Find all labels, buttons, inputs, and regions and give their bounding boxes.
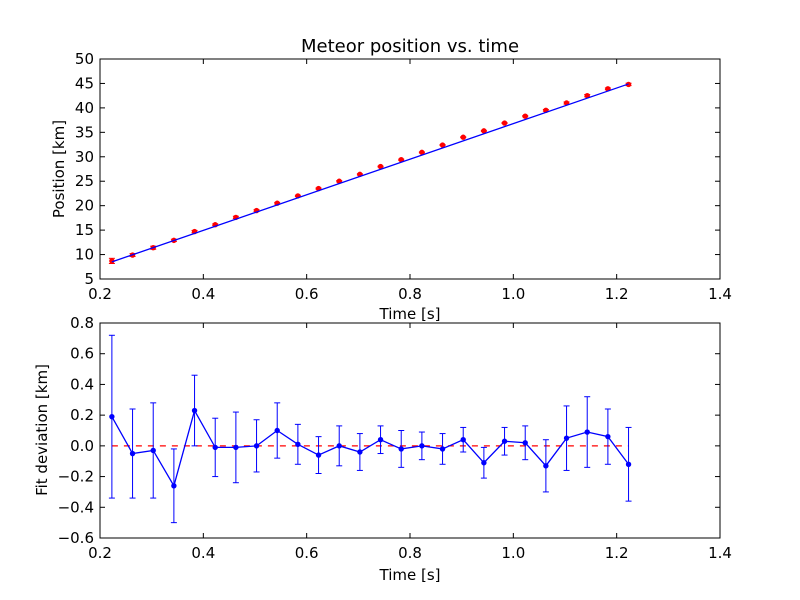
- y-tick-label: 25: [75, 172, 94, 190]
- x-axis-label: Time [s]: [379, 566, 441, 584]
- data-point: [501, 120, 508, 126]
- x-ticks: 0.2 0.4 0.6 0.8 1.0 1.2 1.4: [88, 323, 732, 562]
- data-point: [439, 142, 446, 148]
- axes-frame: [99, 322, 721, 539]
- y-tick-label: 30: [75, 148, 94, 166]
- data-point: [274, 427, 280, 434]
- data-point: [171, 483, 177, 489]
- data-point: [295, 441, 301, 448]
- y-tick-label: 40: [75, 99, 94, 117]
- data-point: [522, 113, 528, 119]
- x-tick-label: 1.2: [605, 285, 629, 303]
- x-tick-label: 0.4: [191, 285, 215, 303]
- y-tick-label: 10: [75, 246, 94, 264]
- data-point: [233, 444, 239, 451]
- position-panel: Meteor position vs. time 0.2 0.4 0.6 0.8 1.0…: [50, 36, 732, 323]
- x-tick-label: 0.8: [398, 544, 422, 562]
- y-axis-label: Fit deviation [km]: [33, 364, 51, 496]
- residual-panel: 0.2 0.4 0.6 0.8 1.0 1.2 1.4 −0.6−0.4−0.20.00.2…: [33, 314, 732, 584]
- data-point: [109, 413, 115, 420]
- data-point: [315, 452, 322, 458]
- data-point: [212, 444, 218, 451]
- axes-frame: [99, 58, 721, 280]
- y-tick-label: −0.6: [58, 529, 94, 547]
- x-ticks: 0.2 0.4 0.6 0.8 1.0 1.2 1.4: [88, 59, 732, 303]
- data-point: [605, 433, 611, 440]
- y-tick-label: 35: [75, 123, 94, 141]
- y-tick-label: 0.2: [70, 406, 94, 424]
- y-tick-label: −0.4: [58, 498, 94, 516]
- data-point: [584, 429, 590, 435]
- data-point: [563, 435, 570, 441]
- y-tick-label: 45: [75, 74, 94, 92]
- x-tick-label: 0.4: [191, 544, 215, 562]
- data-point: [522, 440, 528, 446]
- data-point: [501, 438, 508, 444]
- y-axis-label: Position [km]: [50, 120, 68, 218]
- data-point: [439, 446, 446, 452]
- data-point: [357, 449, 363, 455]
- fit-line: [111, 83, 629, 263]
- data-point: [129, 450, 136, 457]
- residual-line: [111, 408, 630, 488]
- x-tick-label: 1.2: [605, 544, 629, 562]
- data-point: [419, 443, 425, 449]
- data-point: [377, 163, 384, 170]
- y-tick-label: 0.0: [70, 437, 94, 455]
- y-tick-label: 20: [75, 197, 94, 215]
- y-tick-label: 50: [75, 50, 94, 68]
- data-point: [625, 461, 632, 467]
- x-tick-label: 0.2: [88, 544, 112, 562]
- y-tick-label: 0.4: [70, 375, 94, 393]
- y-tick-label: 0.6: [70, 345, 94, 363]
- plot-area: [108, 334, 632, 524]
- y-tick-label: 0.8: [70, 314, 94, 332]
- y-tick-label: 5: [84, 270, 94, 288]
- plot-area: [108, 81, 632, 265]
- y-tick-label: −0.2: [58, 468, 94, 486]
- x-tick-label: 0.8: [398, 285, 422, 303]
- x-tick-label: 0.2: [88, 285, 112, 303]
- x-tick-label: 1.0: [501, 285, 525, 303]
- chart-title: Meteor position vs. time: [301, 36, 519, 57]
- x-tick-label: 0.6: [295, 285, 319, 303]
- data-point: [460, 437, 466, 443]
- data-point: [481, 460, 487, 466]
- x-tick-label: 1.4: [708, 544, 732, 562]
- x-tick-label: 1.0: [501, 544, 525, 562]
- data-point: [150, 447, 156, 454]
- data-point: [460, 134, 466, 140]
- data-point: [398, 446, 404, 452]
- data-point: [253, 443, 260, 449]
- y-ticks: −0.6 −0.4 −0.2 0.0 0.2 0.4 0.6 0.8: [58, 314, 720, 547]
- data-point: [191, 407, 198, 414]
- data-point: [543, 463, 549, 469]
- data-point: [481, 128, 487, 134]
- data-point: [377, 437, 384, 443]
- x-tick-label: 1.4: [708, 285, 732, 303]
- y-ticks: 5 10 15 20 25 30 35 40 45 50: [75, 50, 720, 288]
- x-axis-label: Time [s]: [379, 305, 441, 323]
- y-tick-label: 15: [75, 221, 94, 239]
- data-point: [336, 443, 342, 449]
- x-tick-label: 0.6: [295, 544, 319, 562]
